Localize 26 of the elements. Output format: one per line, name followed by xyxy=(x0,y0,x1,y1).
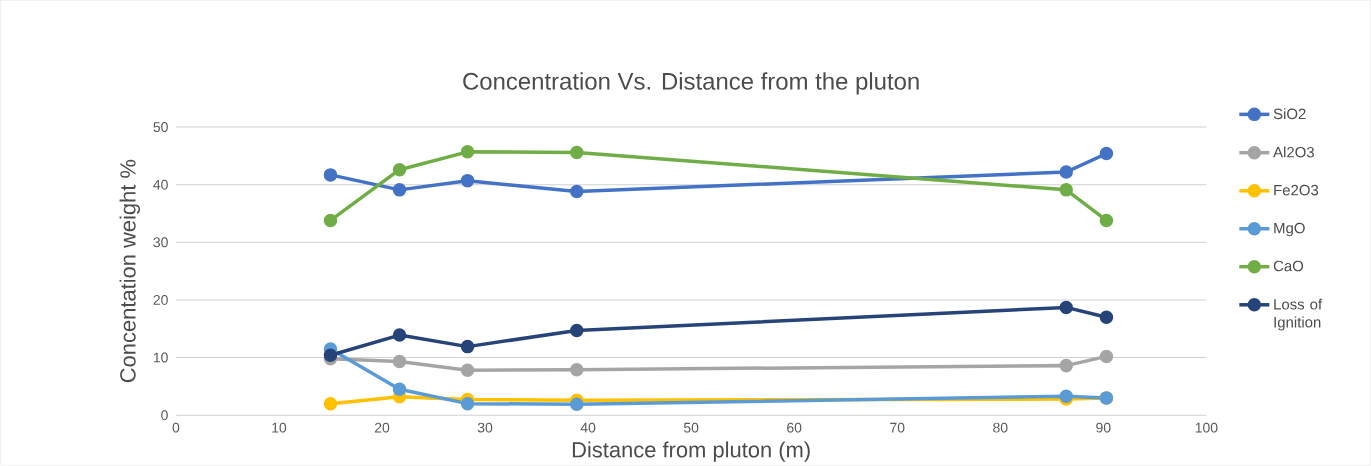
y-tick-label: 40 xyxy=(153,179,168,190)
y-tick-label: 0 xyxy=(161,410,168,421)
legend-label: SiO2 xyxy=(1273,108,1306,120)
x-axis-title: Distance from pluton (m) xyxy=(572,441,810,463)
x-tick-label: 100 xyxy=(1195,422,1218,433)
x-tick-label: 60 xyxy=(787,422,802,433)
x-tick-label: 0 xyxy=(172,422,180,433)
x-tick-label: 40 xyxy=(580,422,596,433)
y-tick-label: 10 xyxy=(153,352,168,363)
chart-title: Concentration Vs. Distance from the pluton xyxy=(463,72,919,95)
legend-label: MgO xyxy=(1274,222,1305,237)
legend-label: Fe2O3 xyxy=(1274,185,1319,196)
y-tick-label: 20 xyxy=(153,295,168,306)
x-tick-label: 90 xyxy=(1096,422,1111,433)
x-tick-label: 70 xyxy=(890,422,905,433)
y-tick-label: 50 xyxy=(153,122,168,133)
x-tick-label: 80 xyxy=(993,422,1008,433)
legend-label: Al2O3 xyxy=(1273,146,1314,158)
y-tick-label: 30 xyxy=(153,237,168,248)
legend-label: CaO xyxy=(1273,260,1304,272)
x-tick-label: 30 xyxy=(477,422,493,433)
x-tick-label: 10 xyxy=(272,422,287,433)
y-axis-title: Concentation weight % xyxy=(119,160,141,383)
x-tick-label: 20 xyxy=(374,422,390,433)
x-tick-label: 50 xyxy=(683,422,699,433)
legend-label: Loss of Ignition xyxy=(1274,298,1323,331)
